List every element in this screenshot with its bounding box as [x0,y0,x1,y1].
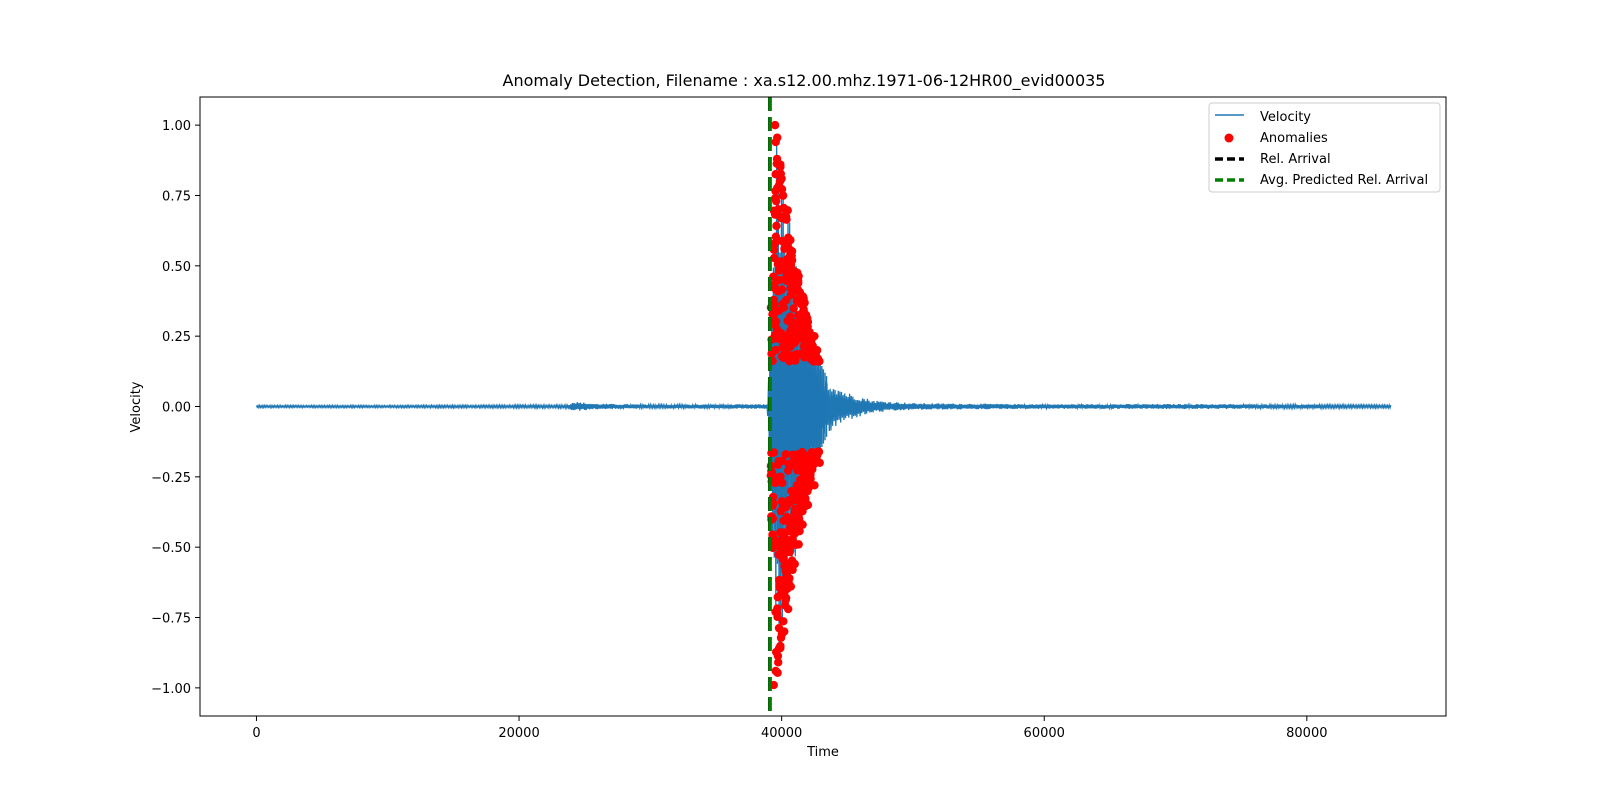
anomaly-point [784,233,793,242]
anomaly-point [798,520,807,529]
x-tick-label: 80000 [1286,726,1327,741]
anomaly-fill-point [790,338,800,347]
anomaly-fill-point [772,221,781,231]
anomaly-fill-point [795,526,804,536]
anomaly-fill-point [775,275,784,285]
x-tick-label: 40000 [761,726,802,741]
anomaly-fill-point [789,304,798,313]
anomaly-point [778,191,788,200]
legend-label: Rel. Arrival [1260,152,1331,167]
anomaly-fill-point [771,317,781,326]
anomaly-fill-point [770,300,779,309]
anomaly-point [786,582,796,591]
anomaly-fill-point [773,651,783,661]
anomaly-fill-point [779,617,788,626]
anomaly-point [810,481,819,490]
anomaly-fill-point [773,612,782,622]
anomaly-fill-point [779,303,788,312]
y-axis: 1.00 0.75 0.50 0.25 0.00 −0.25 −0.50 −0.75 −1.00 [151,119,200,697]
anomaly-fill-point [791,356,800,365]
anomaly-point [793,275,802,285]
anomaly-point [771,666,780,676]
x-axis: 0 20000 40000 60000 80000 [252,716,1328,741]
anomaly-point [803,500,813,510]
anomaly-fill-point [787,247,797,256]
y-tick-label: 0.50 [162,260,191,275]
anomaly-fill-point [771,196,781,206]
anomaly-fill-point [776,472,785,481]
legend-label: Avg. Predicted Rel. Arrival [1260,173,1428,188]
anomaly-point [812,346,822,355]
y-tick-label: −0.50 [151,541,191,556]
anomaly-fill-point [806,474,815,483]
anomaly-point [794,540,803,549]
anomaly-fill-point [774,658,783,667]
anomaly-point [771,137,780,147]
y-tick-label: −0.25 [151,471,191,486]
x-axis-label: Time [806,745,839,760]
anomaly-point [776,160,785,169]
y-tick-label: 0.25 [162,330,191,345]
anomaly-point [787,255,797,265]
anomaly-fill-point [814,447,824,457]
legend: Velocity Anomalies Rel. Arrival Avg. Predic… [1208,102,1441,193]
plot-content [255,97,1392,716]
anomaly-point [784,604,793,614]
anomaly-fill-point [781,450,790,459]
anomaly-fill-point [777,285,787,294]
x-tick-label: 0 [252,726,260,741]
y-tick-label: −0.75 [151,612,191,627]
anomaly-point [797,295,806,304]
anomaly-fill-point [778,478,787,488]
y-axis-label: Velocity [129,381,144,432]
anomaly-point [810,331,819,341]
anomaly-fill-point [777,185,787,194]
legend-label: Velocity [1260,110,1311,125]
x-tick-label: 60000 [1024,726,1065,741]
anomaly-fill-point [815,357,824,366]
anomaly-point [774,644,784,653]
anomaly-point [770,120,780,130]
y-tick-label: 0.75 [162,189,191,204]
chart-title: Anomaly Detection, Filename : xa.s12.00.… [503,71,1106,91]
anomaly-fill-point [769,448,779,457]
anomaly-point [781,210,790,220]
y-tick-label: 1.00 [162,119,191,134]
anomaly-fill-point [771,232,781,241]
anomaly-point [777,174,786,183]
anomaly-fill-point [769,253,779,263]
y-tick-label: 0.00 [162,401,191,416]
anomaly-fill-point [770,239,780,248]
legend-label: Anomalies [1260,131,1328,146]
anomaly-fill-point [771,345,780,355]
anomaly-fill-point [785,574,794,583]
anomaly-point [790,559,799,569]
anomaly-fill-point [801,494,810,503]
y-tick-label: −1.00 [151,682,191,697]
legend-box [1208,102,1441,193]
anomaly-point [815,458,824,467]
anomaly-fill-point [778,456,787,466]
x-tick-label: 20000 [498,726,539,741]
anomaly-point [780,627,789,636]
anomaly-fill-point [786,312,795,321]
legend-anomalies-swatch [1224,133,1234,143]
anomaly-fill-point [781,593,791,603]
anomaly-point [803,317,813,327]
